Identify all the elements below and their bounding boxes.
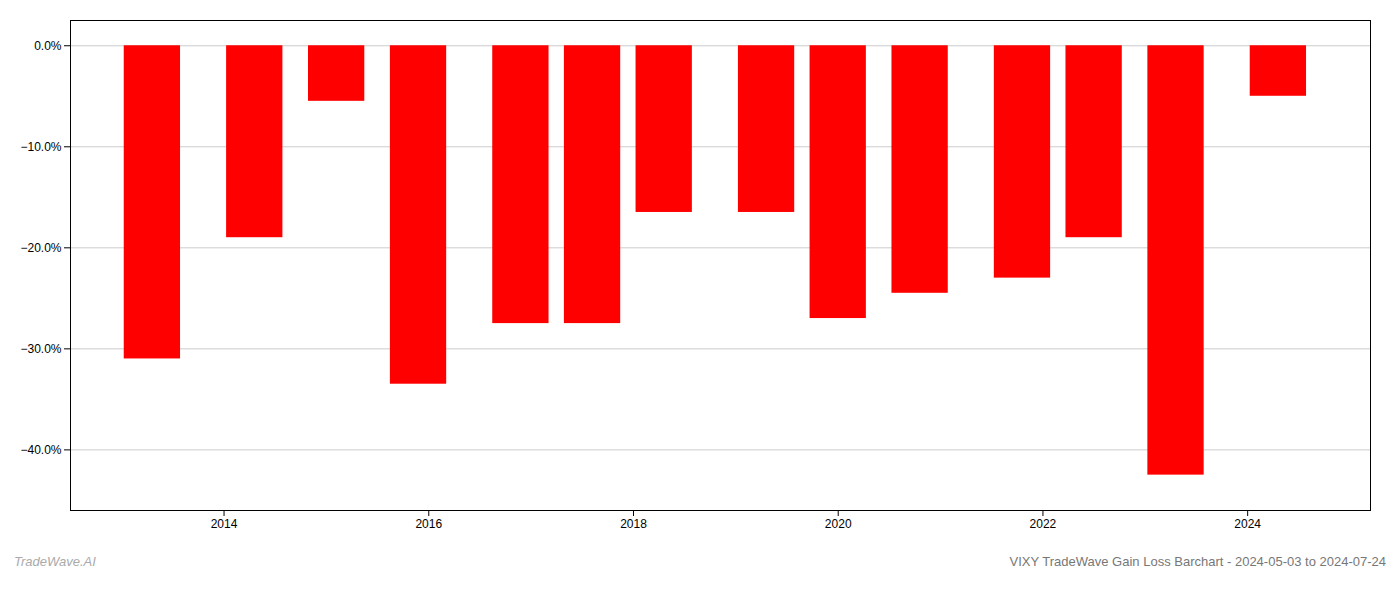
svg-text:0.0%: 0.0% [34, 39, 62, 53]
svg-text:−10.0%: −10.0% [20, 140, 61, 154]
svg-text:−30.0%: −30.0% [20, 342, 61, 356]
html-text:TradeWave.AI: TradeWave.AI [14, 554, 96, 569]
svg-text:2018: 2018 [620, 517, 647, 531]
svg-text:2014: 2014 [211, 517, 238, 531]
svg-text:2016: 2016 [415, 517, 442, 531]
svg-text:2020: 2020 [825, 517, 852, 531]
svg-text:2022: 2022 [1030, 517, 1057, 531]
html-text:VIXY TradeWave Gain Loss Barch: VIXY TradeWave Gain Loss Barchart - 2024… [1009, 554, 1386, 569]
svg-text:2024: 2024 [1234, 517, 1261, 531]
svg-text:−40.0%: −40.0% [20, 443, 61, 457]
svg-text:−20.0%: −20.0% [20, 241, 61, 255]
